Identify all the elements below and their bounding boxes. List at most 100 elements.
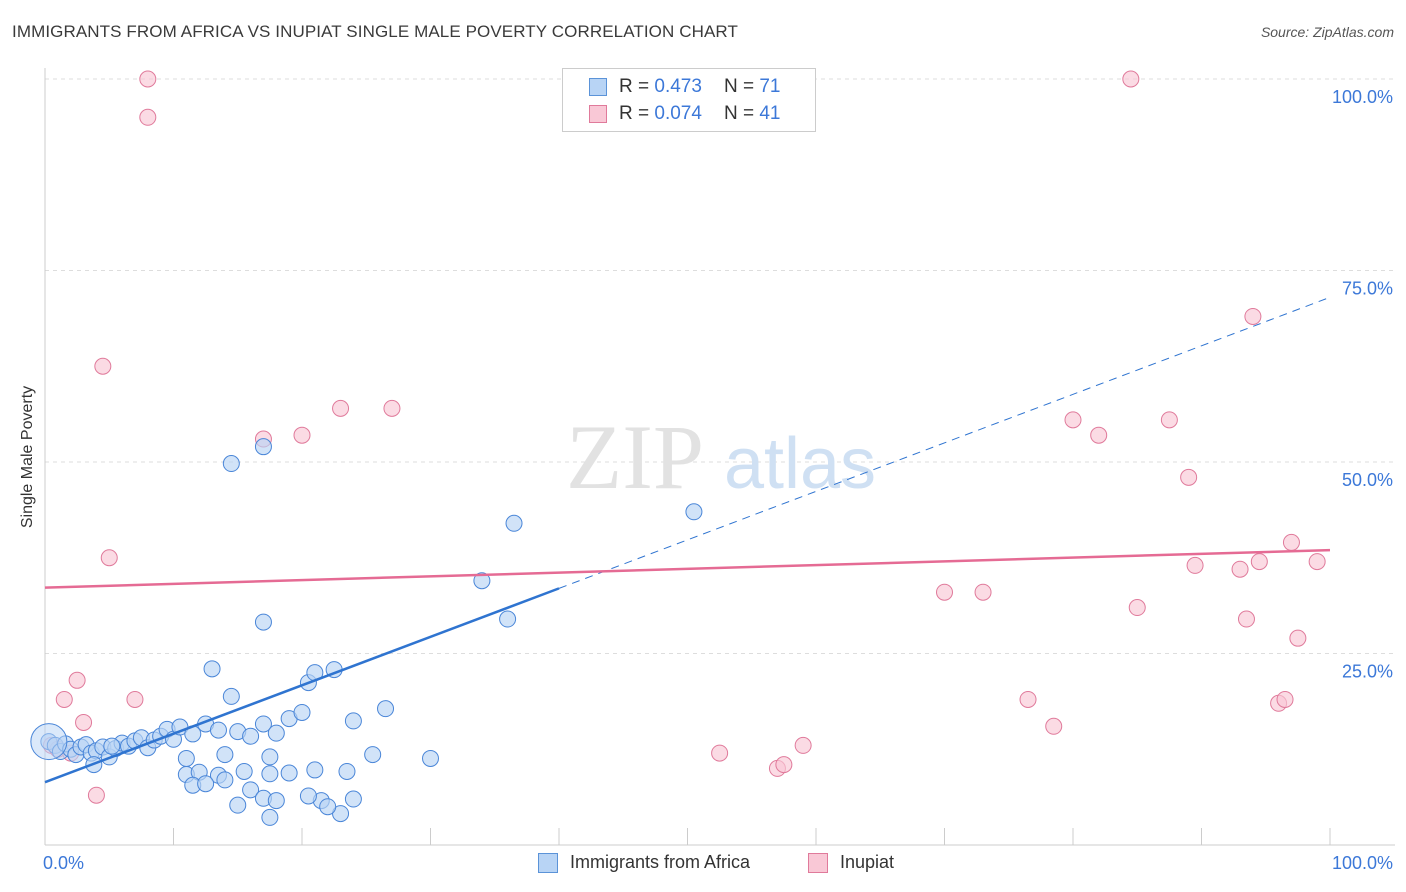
legend-swatch-inupiat	[808, 852, 828, 873]
africa-point	[254, 438, 272, 456]
africa-point	[209, 721, 227, 739]
inupiat-point	[1128, 599, 1146, 617]
inupiat-point	[711, 744, 729, 762]
legend-n-label: N =	[723, 76, 755, 97]
inupiat-point	[1244, 307, 1262, 325]
africa-point	[422, 749, 439, 767]
africa-point	[222, 687, 240, 705]
africa-point	[267, 792, 285, 810]
legend-swatch-inupiat	[589, 105, 607, 123]
legend-row-inupiat: R = 0.074 N = 41	[589, 102, 780, 126]
inupiat-point	[1237, 610, 1255, 628]
inupiat-point	[1064, 411, 1082, 429]
inupiat-point	[383, 399, 401, 417]
legend-r-value-africa: 0.473	[654, 76, 702, 97]
africa-point	[216, 771, 234, 789]
africa-point	[505, 514, 523, 532]
watermark-atlas: atlas	[724, 424, 876, 504]
africa-point	[222, 455, 240, 473]
africa-point	[280, 764, 298, 782]
inupiat-point	[139, 108, 157, 126]
africa-point	[293, 703, 311, 721]
africa-point	[261, 748, 279, 766]
africa-point	[242, 781, 260, 799]
inupiat-point	[1090, 426, 1108, 444]
africa-point	[235, 762, 253, 780]
tick-labels: 25.0% 50.0% 75.0% 100.0% 0.0% 100.0%	[43, 87, 1393, 873]
africa-point	[685, 503, 703, 521]
africa-point	[261, 765, 279, 783]
legend-item-africa[interactable]: Immigrants from Africa	[538, 852, 750, 873]
inupiat-point	[1160, 411, 1178, 429]
inupiat-point	[100, 549, 118, 567]
source-note: Source: ZipAtlas.com	[1260, 24, 1394, 40]
inupiat-point	[775, 756, 793, 774]
legend-item-inupiat[interactable]: Inupiat	[808, 852, 894, 873]
y-tick-label: 50.0%	[1342, 470, 1393, 490]
africa-point	[254, 715, 272, 733]
axes	[44, 68, 1395, 846]
africa-point-cluster	[30, 723, 68, 761]
africa-point	[306, 761, 324, 779]
inupiat-point	[94, 357, 112, 375]
stats-legend: R = 0.473 N = 71 R = 0.074 N = 41	[562, 68, 816, 132]
inupiat-point	[332, 399, 350, 417]
legend-n-value-africa: 71	[759, 76, 781, 97]
africa-point	[203, 660, 221, 678]
y-tick-label: 25.0%	[1342, 662, 1393, 682]
africa-point	[267, 724, 285, 742]
legend-r-label: R =	[619, 103, 650, 124]
africa-point	[216, 746, 234, 764]
inupiat-point	[794, 736, 812, 754]
inupiat-point	[974, 583, 992, 601]
legend-n-value-inupiat: 41	[759, 103, 781, 124]
legend-swatch-africa	[538, 852, 558, 873]
legend-row-africa: R = 0.473 N = 71	[589, 75, 780, 99]
inupiat-point	[1019, 690, 1037, 708]
legend-r-value-inupiat: 0.074	[654, 103, 702, 124]
africa-point	[197, 775, 215, 793]
africa-point	[254, 613, 272, 631]
inupiat-point	[1186, 556, 1204, 574]
inupiat-point	[55, 690, 73, 708]
inupiat-point	[68, 671, 86, 689]
africa-trend-line	[44, 587, 560, 784]
y-tick-label: 75.0%	[1342, 279, 1393, 299]
africa-point	[242, 727, 260, 745]
x-tick-label: 100.0%	[1332, 853, 1393, 873]
inupiat-point	[936, 583, 953, 601]
inupiat-point	[87, 786, 105, 804]
africa-point	[229, 796, 247, 814]
africa-point	[364, 746, 382, 764]
africa-point	[344, 790, 362, 808]
inupiat-point	[1308, 553, 1326, 571]
africa-point	[299, 787, 317, 805]
africa-point	[103, 737, 121, 755]
trend-lines	[44, 296, 1331, 784]
series-legend: Immigrants from Africa Inupiat	[0, 852, 1406, 876]
inupiat-point	[1180, 468, 1198, 486]
inupiat-point	[1045, 717, 1063, 735]
africa-point	[499, 610, 517, 628]
legend-label-africa: Immigrants from Africa	[570, 852, 751, 872]
inupiat-point	[1289, 629, 1307, 647]
y-tick-label: 100.0%	[1332, 87, 1393, 107]
inupiat-point	[1231, 560, 1249, 578]
inupiat-point	[126, 690, 144, 708]
inupiat-point	[1122, 70, 1140, 88]
africa-trend-extension	[558, 296, 1331, 589]
africa-point	[261, 808, 279, 826]
watermark: ZIP atlas	[566, 406, 876, 508]
africa-point	[338, 762, 356, 780]
inupiat-point	[1276, 690, 1294, 708]
inupiat-point	[1282, 533, 1300, 551]
watermark-zip: ZIP	[566, 406, 704, 508]
inupiat-point	[139, 70, 157, 88]
legend-swatch-africa	[589, 78, 607, 96]
inupiat-trend-line	[44, 548, 1331, 589]
africa-point	[177, 749, 195, 767]
legend-label-inupiat: Inupiat	[840, 852, 895, 872]
x-tick-label: 0.0%	[43, 853, 84, 873]
africa-point	[344, 712, 362, 730]
